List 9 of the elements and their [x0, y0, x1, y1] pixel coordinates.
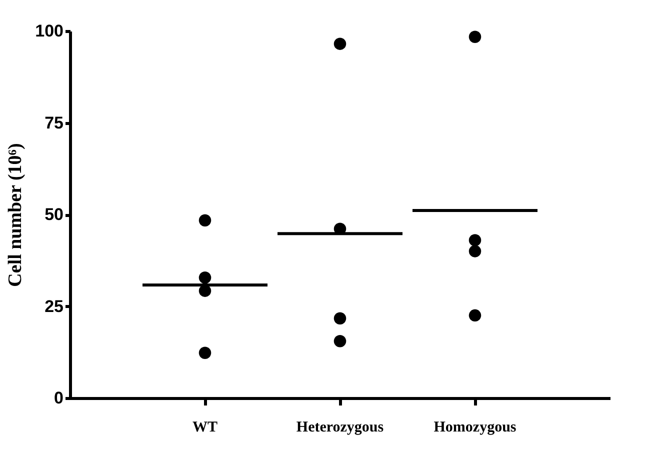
y-tick-label: 0 [54, 388, 64, 408]
y-tick-label: 50 [44, 205, 64, 224]
y-tick-label: 100 [35, 22, 64, 40]
y-tick-label: 75 [44, 113, 64, 132]
x-tick-label: Homozygous [434, 420, 516, 436]
y-tick-label: 25 [44, 296, 64, 316]
x-tick-label: Heterozygous [296, 420, 384, 436]
x-tick-label: WT [192, 420, 218, 436]
y-axis-title: Cell number (10⁶) [5, 143, 26, 287]
